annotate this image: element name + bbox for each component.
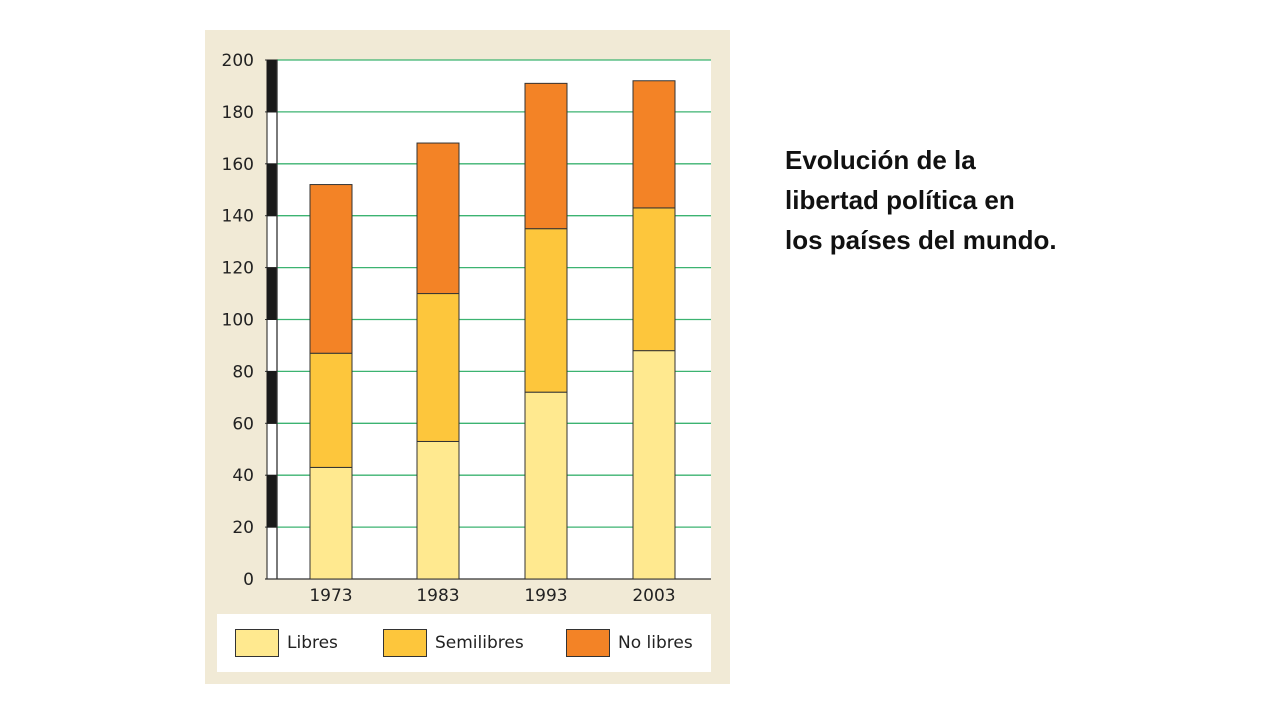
legend: Libres Semilibres No libres [217, 614, 711, 672]
legend-swatch-semilibres [383, 629, 427, 657]
x-tick-label: 1983 [416, 586, 459, 606]
legend-item-semilibres: Semilibres [383, 628, 524, 658]
y-tick-label: 140 [222, 207, 254, 227]
y-tick-label: 200 [222, 51, 254, 71]
y-tick-label: 0 [243, 570, 254, 590]
scale-bar-segment [266, 215, 278, 269]
legend-item-libres: Libres [235, 628, 338, 658]
x-tick-label: 2003 [632, 586, 675, 606]
bar-segment-semilibres-2003 [632, 207, 676, 352]
y-tick-label: 80 [232, 362, 254, 382]
scale-bar-segment [266, 422, 278, 476]
y-tick-label: 40 [232, 466, 254, 486]
scale-bar-segment [266, 111, 278, 165]
bar-segment-no-libres-2003 [632, 80, 676, 209]
y-tick-label: 100 [222, 311, 254, 331]
bar-segment-libres-1983 [416, 440, 460, 580]
bar-segment-semilibres-1973 [309, 352, 353, 468]
scale-bar-segment [266, 526, 278, 580]
stacked-bar-chart: 0 20 40 60 80 100 120 140 160 180 200 1973 1983 1993 2… [222, 51, 711, 606]
caption-line-2: libertad política en [785, 185, 1015, 215]
scale-bar-segment [266, 267, 278, 321]
x-tick-label: 1973 [309, 586, 352, 606]
legend-label-no-libres: No libres [618, 633, 693, 653]
scale-bar-segment [266, 370, 278, 424]
scale-bar-segment [266, 163, 278, 217]
y-tick-label: 20 [232, 518, 254, 538]
bar-segment-semilibres-1993 [524, 228, 568, 393]
bar-segment-libres-2003 [632, 350, 676, 580]
caption-line-3: los países del mundo. [785, 225, 1057, 255]
chart-caption: Evolución de la libertad política en los… [785, 140, 1145, 260]
bar-segment-no-libres-1993 [524, 82, 568, 230]
bar-segment-libres-1993 [524, 391, 568, 580]
y-tick-label: 60 [232, 414, 254, 434]
bar-segment-no-libres-1983 [416, 142, 460, 295]
bar-segment-semilibres-1983 [416, 293, 460, 442]
caption-line-1: Evolución de la [785, 145, 976, 175]
y-tick-label: 120 [222, 259, 254, 279]
bar-segment-libres-1973 [309, 466, 353, 580]
legend-swatch-no-libres [566, 629, 610, 657]
x-tick-label: 1993 [524, 586, 567, 606]
y-tick-label: 180 [222, 103, 254, 123]
legend-label-semilibres: Semilibres [435, 633, 524, 653]
scale-bar-segment [266, 59, 278, 113]
legend-label-libres: Libres [287, 633, 338, 653]
scale-bar-segment [266, 474, 278, 528]
chart-panel: 0 20 40 60 80 100 120 140 160 180 200 1973 1983 1993 2… [205, 30, 730, 684]
scale-bar-segment [266, 319, 278, 372]
legend-swatch-libres [235, 629, 279, 657]
y-tick-label: 160 [222, 155, 254, 175]
legend-item-no-libres: No libres [566, 628, 693, 658]
bar-segment-no-libres-1973 [309, 184, 353, 354]
